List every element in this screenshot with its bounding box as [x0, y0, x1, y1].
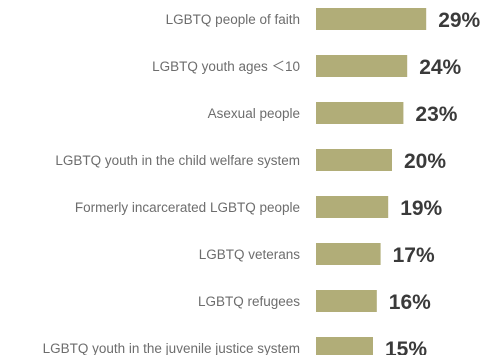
- value-label: 24%: [419, 56, 461, 79]
- bar: [316, 243, 381, 265]
- category-label: LGBTQ youth in the child welfare system: [55, 153, 300, 168]
- bar: [316, 196, 389, 218]
- category-label: Formerly incarcerated LGBTQ people: [75, 200, 300, 215]
- bar: [316, 290, 377, 312]
- value-label: 16%: [389, 291, 431, 314]
- category-label: LGBTQ people of faith: [166, 12, 300, 27]
- value-label: 17%: [393, 244, 435, 267]
- value-label: 23%: [415, 103, 457, 126]
- value-label: 15%: [385, 338, 427, 355]
- category-label: LGBTQ veterans: [199, 247, 301, 262]
- value-label: 20%: [404, 150, 446, 173]
- category-label: Asexual people: [208, 106, 300, 121]
- bar: [316, 149, 392, 171]
- category-label: LGBTQ youth ages ＜10: [152, 59, 300, 74]
- bar: [316, 102, 404, 124]
- bar: [316, 55, 408, 77]
- category-label: LGBTQ refugees: [198, 294, 300, 309]
- value-label: 19%: [400, 197, 442, 220]
- bar: [316, 8, 427, 30]
- category-label: LGBTQ youth in the juvenile justice syst…: [43, 341, 300, 355]
- value-label: 29%: [438, 9, 480, 32]
- bar: [316, 337, 373, 355]
